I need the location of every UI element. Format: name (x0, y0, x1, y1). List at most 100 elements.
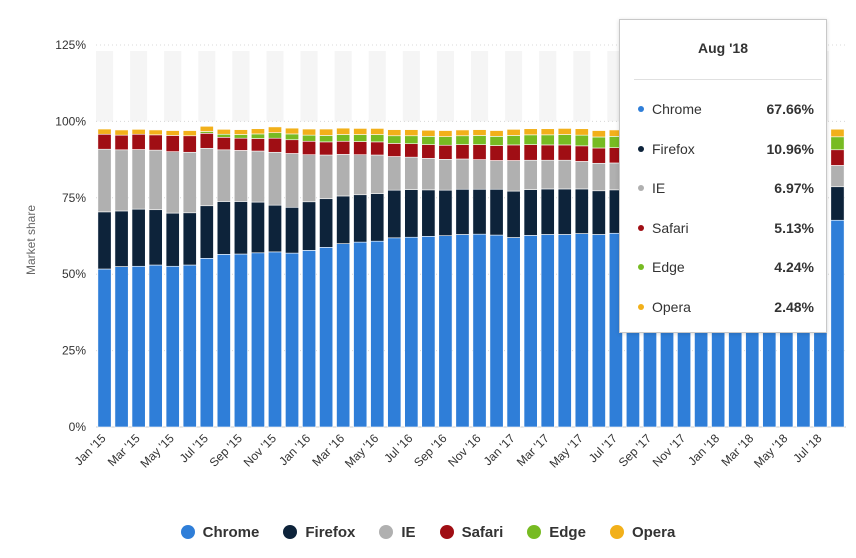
bar-firefox-5[interactable] (182, 212, 197, 266)
bar-edge-12[interactable] (302, 134, 317, 142)
bar-safari-23[interactable] (489, 145, 504, 161)
bar-firefox-3[interactable] (148, 209, 163, 266)
bar-firefox-10[interactable] (268, 204, 282, 253)
bar-ie-17[interactable] (387, 156, 402, 191)
bar-safari-3[interactable] (148, 134, 163, 151)
bar-firefox-22[interactable] (472, 188, 487, 235)
bar-chrome-24[interactable] (506, 237, 521, 428)
bar-chrome-20[interactable] (438, 235, 453, 428)
bar-safari-29[interactable] (591, 147, 606, 164)
bar-edge-7[interactable] (216, 133, 231, 138)
bar-opera-16[interactable] (370, 128, 385, 135)
bar-safari-43[interactable] (830, 149, 845, 166)
bar-ie-29[interactable] (591, 162, 606, 192)
bar-edge-22[interactable] (472, 135, 487, 145)
bar-chrome-17[interactable] (387, 237, 402, 428)
bar-chrome-16[interactable] (370, 240, 385, 428)
bar-ie-18[interactable] (404, 156, 419, 190)
bar-opera-11[interactable] (285, 127, 299, 135)
bar-ie-12[interactable] (302, 154, 317, 203)
bar-firefox-27[interactable] (557, 188, 572, 235)
bar-chrome-5[interactable] (182, 264, 197, 428)
bar-chrome-11[interactable] (285, 252, 299, 428)
bar-firefox-28[interactable] (574, 188, 589, 234)
bar-safari-27[interactable] (557, 144, 572, 161)
bar-chrome-12[interactable] (302, 250, 317, 428)
bar-chrome-7[interactable] (216, 254, 231, 428)
bar-edge-29[interactable] (591, 136, 606, 149)
bar-firefox-15[interactable] (353, 194, 368, 243)
bar-firefox-0[interactable] (97, 211, 112, 270)
bar-edge-21[interactable] (455, 135, 470, 145)
bar-opera-25[interactable] (523, 128, 538, 136)
bar-opera-18[interactable] (404, 129, 419, 137)
bar-safari-24[interactable] (506, 144, 521, 161)
legend-item-opera[interactable]: Opera (609, 524, 675, 541)
bar-ie-15[interactable] (353, 154, 368, 196)
bar-edge-15[interactable] (353, 134, 368, 142)
bar-opera-22[interactable] (472, 129, 487, 136)
bar-opera-29[interactable] (591, 130, 606, 138)
bar-edge-20[interactable] (438, 136, 453, 146)
legend-item-edge[interactable]: Edge (527, 524, 586, 541)
bar-firefox-19[interactable] (421, 189, 436, 237)
bar-firefox-8[interactable] (233, 201, 248, 255)
bar-safari-28[interactable] (574, 145, 589, 162)
bar-ie-27[interactable] (557, 159, 572, 190)
bar-ie-19[interactable] (421, 158, 436, 191)
bar-ie-28[interactable] (574, 161, 589, 190)
bar-edge-27[interactable] (557, 134, 572, 146)
bar-opera-14[interactable] (336, 127, 351, 135)
legend-item-firefox[interactable]: Firefox (283, 524, 355, 541)
bar-ie-6[interactable] (199, 147, 214, 207)
bar-opera-3[interactable] (148, 129, 163, 136)
bar-firefox-2[interactable] (131, 208, 146, 267)
bar-chrome-13[interactable] (319, 247, 334, 428)
bar-opera-8[interactable] (233, 129, 248, 135)
bar-chrome-4[interactable] (165, 265, 180, 428)
bar-opera-5[interactable] (182, 130, 197, 137)
bar-safari-17[interactable] (387, 143, 402, 157)
bar-ie-8[interactable] (233, 150, 248, 202)
bar-safari-16[interactable] (370, 141, 385, 156)
bar-safari-19[interactable] (421, 144, 436, 159)
bar-chrome-15[interactable] (353, 241, 368, 428)
bar-opera-9[interactable] (250, 128, 265, 135)
bar-ie-10[interactable] (268, 151, 282, 206)
bar-ie-16[interactable] (370, 154, 385, 194)
bar-edge-26[interactable] (540, 134, 555, 146)
bar-firefox-23[interactable] (489, 188, 504, 236)
bar-firefox-12[interactable] (302, 201, 317, 251)
bar-chrome-22[interactable] (472, 233, 487, 428)
bar-opera-7[interactable] (216, 129, 231, 135)
bar-ie-26[interactable] (540, 159, 555, 190)
bar-firefox-14[interactable] (336, 195, 351, 244)
bar-safari-13[interactable] (319, 141, 334, 156)
bar-ie-2[interactable] (131, 149, 146, 210)
bar-opera-10[interactable] (268, 126, 282, 134)
bar-safari-15[interactable] (353, 141, 368, 156)
bar-firefox-11[interactable] (285, 206, 299, 254)
bar-chrome-8[interactable] (233, 253, 248, 428)
bar-safari-25[interactable] (523, 144, 538, 161)
bar-ie-5[interactable] (182, 151, 197, 214)
bar-firefox-25[interactable] (523, 189, 538, 236)
bar-ie-0[interactable] (97, 148, 112, 213)
bar-ie-3[interactable] (148, 149, 163, 211)
bar-edge-11[interactable] (285, 133, 299, 141)
legend-item-safari[interactable]: Safari (439, 524, 503, 541)
bar-firefox-24[interactable] (506, 190, 521, 238)
bar-firefox-17[interactable] (387, 189, 402, 239)
bar-chrome-2[interactable] (131, 265, 146, 428)
bar-chrome-23[interactable] (489, 234, 504, 428)
bar-safari-6[interactable] (199, 133, 214, 149)
bar-opera-6[interactable] (199, 125, 214, 132)
bar-edge-18[interactable] (404, 135, 419, 145)
bar-firefox-21[interactable] (455, 188, 470, 235)
bar-opera-27[interactable] (557, 128, 572, 135)
bar-opera-0[interactable] (97, 128, 112, 135)
bar-firefox-29[interactable] (591, 190, 606, 235)
bar-opera-43[interactable] (830, 128, 845, 138)
bar-ie-25[interactable] (523, 159, 538, 190)
bar-opera-13[interactable] (319, 128, 334, 136)
